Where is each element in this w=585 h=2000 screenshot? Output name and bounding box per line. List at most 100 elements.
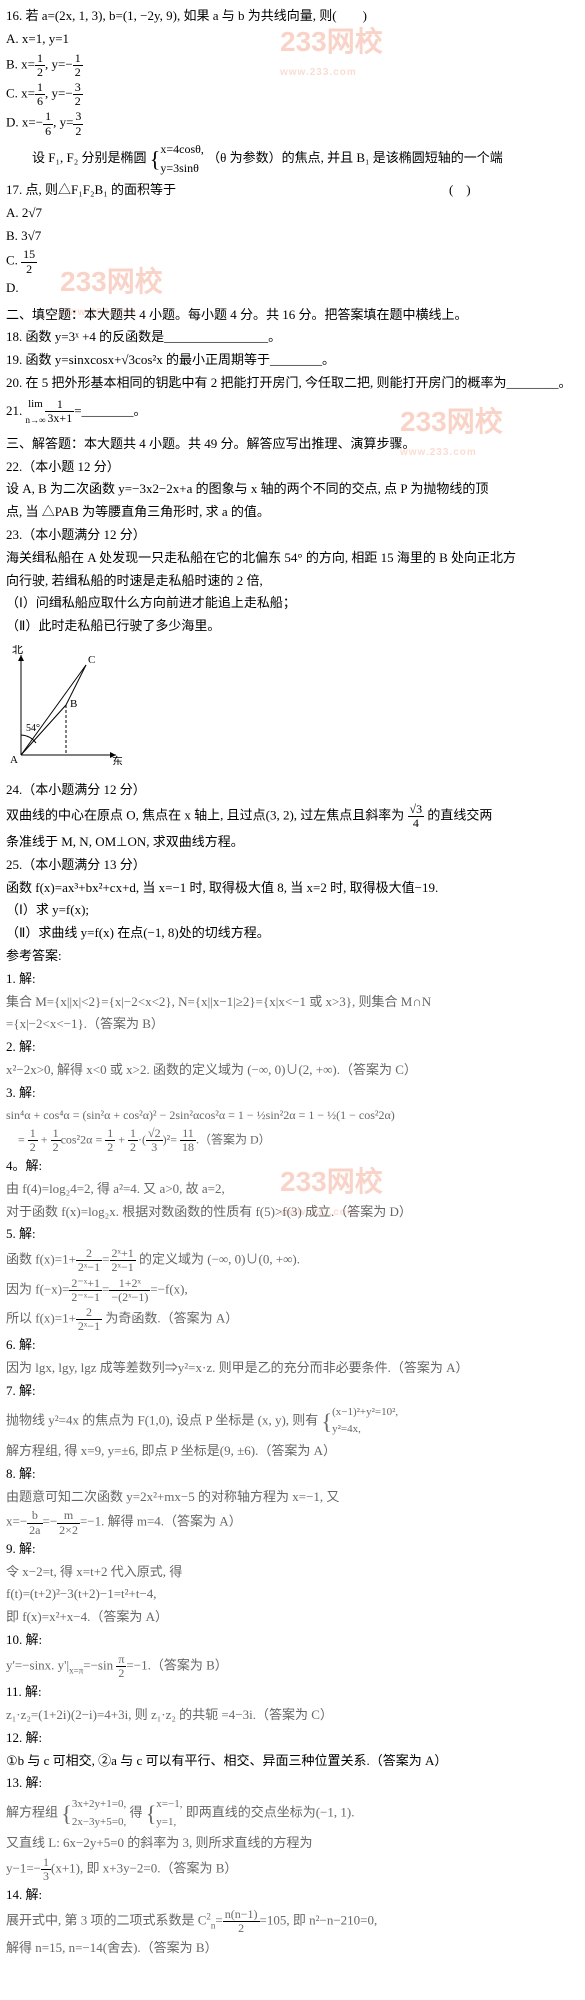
q17-opt-a: A. 2√7 <box>6 203 579 224</box>
a4-l2: 对于函数 f(x)=log₂x. 根据对数函数的性质有 f(5)>f(3) 成立… <box>6 1202 579 1223</box>
tail: .（答案为 D） <box>196 1132 271 1146</box>
q17-opt-c: C. 152 <box>6 248 579 275</box>
d: 3 <box>146 1141 163 1154</box>
a8-l1: 由题意可知二次函数 y=2x²+mx−5 的对称轴方程为 x=−1, 又 <box>6 1487 579 1508</box>
q19: 19. 函数 y=sinxcosx+√3cos²x 的最小正周期等于______… <box>6 350 579 371</box>
eq-top: x=−1, <box>156 1796 182 1814</box>
label-north: 北 <box>12 645 23 656</box>
text: B. <box>6 56 21 71</box>
eq-bot: y²=4x, <box>332 1421 398 1439</box>
n: 1 <box>28 1127 38 1141</box>
text: =________。 <box>74 403 146 418</box>
n: √2 <box>146 1127 163 1141</box>
text: C. <box>6 253 21 268</box>
text: , y=− <box>45 56 73 71</box>
a7-head: 7. 解: <box>6 1381 579 1402</box>
t: cos²2α = <box>61 1132 106 1146</box>
num: √3 <box>408 803 425 817</box>
t: y'=−sinx. y'| <box>6 1657 69 1672</box>
q23-diagram: 北 东 A B C 54° <box>6 645 126 765</box>
q23-l2: 向行驶, 若缉私船的时速是走私船时速的 2 倍, <box>6 571 579 592</box>
q16-opt-c: C. x=16, y=−32 <box>6 81 579 108</box>
d: 3 <box>41 1870 51 1883</box>
d: 2 <box>105 1141 115 1154</box>
den: 2 <box>21 263 37 276</box>
q22-l2: 点, 当 △PAB 为等腰直角三角形时, 求 a 的值。 <box>6 502 579 523</box>
label-a: A <box>10 754 18 765</box>
den: 2 <box>73 125 83 138</box>
a9-l1: 令 x−2=t, 得 x=t+2 代入原式, 得 <box>6 1562 579 1583</box>
q25-head: 25.（本小题满分 13 分） <box>6 855 579 876</box>
a4-l1: 由 f(4)=log₂4=2, 得 a²=4. 又 a>0, 故 a=2, <box>6 1179 579 1200</box>
t: = <box>102 1281 109 1296</box>
t: 因为 f(−x)= <box>6 1281 69 1296</box>
q23-head: 23.（本小题满分 12 分） <box>6 525 579 546</box>
q22-l1: 设 A, B 为二次函数 y=−3x2−2x+a 的图象与 x 轴的两个不同的交… <box>6 479 579 500</box>
d: 2 <box>28 1141 38 1154</box>
num: 1 <box>35 81 45 95</box>
t: + <box>38 1132 51 1146</box>
text: 双曲线的中心在原点 O, 焦点在 x 轴上, 且过点(3, 2), 过左焦点且斜… <box>6 807 408 822</box>
t: 所以 f(x)=1+ <box>6 1311 76 1326</box>
t: 抛物线 y²=4x 的焦点为 F(1,0), 设点 P 坐标是 (x, y), … <box>6 1412 322 1427</box>
q18: 18. 函数 y=3ˣ +4 的反函数是________________。 <box>6 327 579 348</box>
q16-stem: 16. 若 a=(2x, 1, 3), b=(1, −2y, 9), 如果 a … <box>6 6 579 27</box>
a5-l3: 所以 f(x)=1+22ˣ−1 为奇函数.（答案为 A） <box>6 1306 579 1333</box>
d: 2 <box>116 1667 126 1680</box>
q24-l1: 双曲线的中心在原点 O, 焦点在 x 轴上, 且过点(3, 2), 过左焦点且斜… <box>6 803 579 830</box>
a12-l1: ①b 与 c 可相交, ②a 与 c 可以有平行、相交、异面三种位置关系.（答案… <box>6 1751 579 1772</box>
eq-bot: y=3sinθ <box>160 159 204 178</box>
d: 2ˣ−1 <box>76 1261 102 1274</box>
den: 2 <box>35 66 45 79</box>
q16-opt-b: B. x=12, y=−12 <box>6 52 579 79</box>
n: 2 <box>76 1306 102 1320</box>
q16-opt-a: A. x=1, y=1 <box>6 29 579 50</box>
q20: 20. 在 5 把外形基本相同的钥匙中有 2 把能打开房门, 今任取二把, 则能… <box>6 373 579 394</box>
num: 1 <box>73 52 83 66</box>
den: 6 <box>35 95 45 108</box>
a5-l2: 因为 f(−x)=2⁻ˣ+12⁻ˣ−1=1+2ˣ−(2ˣ−1)=−f(x), <box>6 1277 579 1304</box>
text: C. x= <box>6 86 35 101</box>
d: 2×2 <box>57 1524 80 1537</box>
q17-opt-b: B. 3√7 <box>6 226 579 247</box>
den: 2 <box>73 95 83 108</box>
t: =−1. 解得 m=4.（答案为 A） <box>80 1514 242 1529</box>
d: 2⁻ˣ−1 <box>69 1291 102 1304</box>
a14-l2: 解得 n=15, n=−14(舍去).（答案为 B） <box>6 1938 579 1959</box>
t: =−sin <box>83 1657 116 1672</box>
den: 4 <box>408 817 425 830</box>
n: n(n−1) <box>223 1908 260 1922</box>
answers-header: 参考答案: <box>6 946 579 967</box>
n: b <box>27 1509 42 1523</box>
n: 1 <box>51 1127 61 1141</box>
d: −(2ˣ−1) <box>109 1291 150 1304</box>
section-3-header: 三、解答题：本大题共 4 小题。共 49 分。解答应写出推理、演算步骤。 <box>6 434 579 455</box>
a6-l1: 因为 lgx, lgy, lgz 成等差数列⇒y²=x·z. 则甲是乙的充分而非… <box>6 1358 579 1379</box>
num: 15 <box>21 248 37 262</box>
a8-l2: x=−b2a=−m2×2=−1. 解得 m=4.（答案为 A） <box>6 1509 579 1536</box>
t: = <box>102 1252 109 1267</box>
t: 函数 f(x)=1+ <box>6 1252 76 1267</box>
section-2-header: 二、填空题：本大题共 4 小题。每小题 4 分。共 16 分。把答案填在题中横线… <box>6 305 579 326</box>
q21: 21. limn→∞13x+1=________。 <box>6 396 579 428</box>
a11-head: 11. 解: <box>6 1682 579 1703</box>
text: , y= <box>53 115 73 130</box>
num: 1 <box>45 398 74 412</box>
n: 11 <box>180 1127 196 1141</box>
num: 3 <box>73 110 83 124</box>
a4-head: 4。解: <box>6 1156 579 1177</box>
d: 2a <box>27 1524 42 1537</box>
a1-l1: 集合 M={x||x|<2}={x|−2<x<2}, N={x||x−1|≥2}… <box>6 992 579 1013</box>
a9-l3: 即 f(x)=x²+x−4.（答案为 A） <box>6 1607 579 1628</box>
q25-l1: 函数 f(x)=ax³+bx²+cx+d, 当 x=−1 时, 取得极大值 8,… <box>6 878 579 899</box>
n: 1 <box>105 1127 115 1141</box>
d: 2ˣ−1 <box>76 1320 102 1333</box>
n: 2⁻ˣ+1 <box>69 1277 102 1291</box>
t: = <box>215 1913 222 1928</box>
a5-head: 5. 解: <box>6 1224 579 1245</box>
d: 2 <box>51 1141 61 1154</box>
eq-bot: 2x−3y+5=0, <box>72 1814 126 1832</box>
n: π <box>116 1653 126 1667</box>
t: 为奇函数.（答案为 A） <box>102 1311 238 1326</box>
a10-l1: y'=−sinx. y'|x=π=−sin π2=−1.（答案为 B） <box>6 1653 579 1680</box>
